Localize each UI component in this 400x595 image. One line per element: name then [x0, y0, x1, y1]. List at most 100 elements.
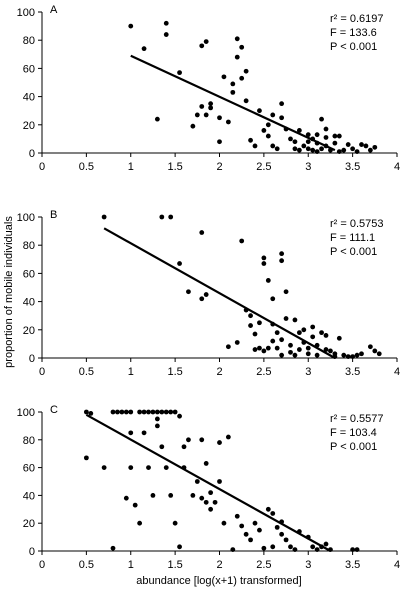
- data-point: [367, 344, 373, 350]
- data-point: [168, 409, 174, 415]
- data-point: [221, 74, 227, 80]
- data-point: [296, 330, 302, 336]
- data-point: [261, 545, 267, 551]
- data-point: [177, 261, 182, 266]
- panel-label: B: [50, 209, 57, 221]
- data-point: [212, 499, 218, 505]
- x-tick-label: 0: [39, 559, 45, 571]
- data-point: [372, 144, 378, 150]
- data-point: [159, 409, 165, 415]
- data-point: [248, 313, 253, 319]
- data-point: [310, 147, 316, 153]
- data-point: [248, 323, 253, 328]
- data-point: [159, 444, 165, 450]
- x-tick-label: 0: [39, 161, 45, 173]
- data-point: [270, 511, 276, 516]
- data-point: [261, 348, 267, 354]
- data-point: [296, 529, 302, 534]
- x-tick-label: 1: [128, 559, 134, 571]
- data-point: [150, 493, 156, 498]
- y-axis-title: proportion of mobile individuals: [3, 216, 15, 368]
- data-point: [83, 409, 89, 415]
- data-point: [154, 416, 160, 422]
- y-tick-label: 100: [17, 212, 35, 224]
- data-point: [154, 423, 160, 429]
- y-tick-label: 60: [23, 463, 35, 475]
- data-point: [190, 123, 196, 129]
- data-point: [128, 430, 134, 436]
- regression-line: [103, 227, 336, 359]
- x-tick-label: 3: [305, 161, 311, 173]
- y-tick-label: 20: [23, 325, 35, 337]
- x-tick-label: 4: [394, 559, 400, 571]
- data-point: [270, 321, 276, 327]
- data-point: [208, 490, 214, 496]
- data-point: [345, 142, 351, 147]
- data-point: [323, 126, 329, 132]
- data-point: [230, 547, 236, 553]
- data-point: [323, 135, 329, 140]
- data-point: [243, 68, 249, 74]
- data-point: [203, 39, 209, 45]
- y-tick-label: 80: [23, 35, 35, 47]
- data-point: [221, 520, 227, 526]
- data-point: [203, 292, 209, 297]
- data-point: [314, 132, 320, 138]
- x-tick-label: 0.5: [79, 366, 94, 378]
- x-tick-label: 1: [128, 366, 134, 378]
- data-point: [186, 437, 191, 443]
- data-point: [243, 98, 249, 104]
- data-point: [150, 409, 156, 415]
- y-tick-label: 60: [23, 268, 35, 280]
- data-point: [243, 307, 249, 313]
- x-tick-label: 4: [394, 161, 400, 173]
- data-point: [123, 495, 129, 501]
- data-point: [270, 296, 276, 302]
- data-point: [163, 465, 169, 470]
- panel-label: C: [50, 404, 58, 416]
- x-tick-label: 2.5: [256, 559, 271, 571]
- data-point: [336, 335, 342, 341]
- data-point: [110, 409, 116, 415]
- data-point: [168, 493, 174, 498]
- x-tick-label: 4: [394, 366, 400, 378]
- data-point: [203, 112, 209, 118]
- data-point: [305, 345, 311, 351]
- data-point: [137, 409, 143, 415]
- data-point: [261, 128, 267, 133]
- data-point: [359, 142, 364, 147]
- data-point: [274, 146, 280, 152]
- data-point: [243, 531, 249, 537]
- x-tick-label: 0.5: [79, 559, 94, 571]
- regression-line: [130, 54, 336, 152]
- data-point: [305, 534, 311, 540]
- data-point: [217, 440, 222, 445]
- data-point: [265, 133, 271, 139]
- data-point: [332, 133, 338, 139]
- data-point: [279, 251, 285, 257]
- y-tick-label: 60: [23, 63, 35, 75]
- data-point: [203, 461, 209, 466]
- x-tick-label: 2: [216, 559, 222, 571]
- data-point: [310, 544, 316, 550]
- data-point: [137, 520, 143, 526]
- data-point: [292, 352, 298, 358]
- data-point: [265, 122, 271, 128]
- data-point: [319, 116, 324, 122]
- data-point: [257, 320, 262, 326]
- data-point: [257, 108, 262, 114]
- data-point: [319, 544, 324, 550]
- data-point: [323, 143, 329, 149]
- data-point: [319, 146, 324, 152]
- x-tick-label: 3: [305, 366, 311, 378]
- data-point: [279, 337, 285, 343]
- data-point: [341, 147, 347, 153]
- data-point: [301, 327, 307, 333]
- data-point: [376, 351, 382, 357]
- data-point: [163, 409, 169, 415]
- data-point: [248, 137, 253, 143]
- data-point: [328, 348, 333, 354]
- data-point: [323, 333, 329, 338]
- data-point: [292, 547, 298, 553]
